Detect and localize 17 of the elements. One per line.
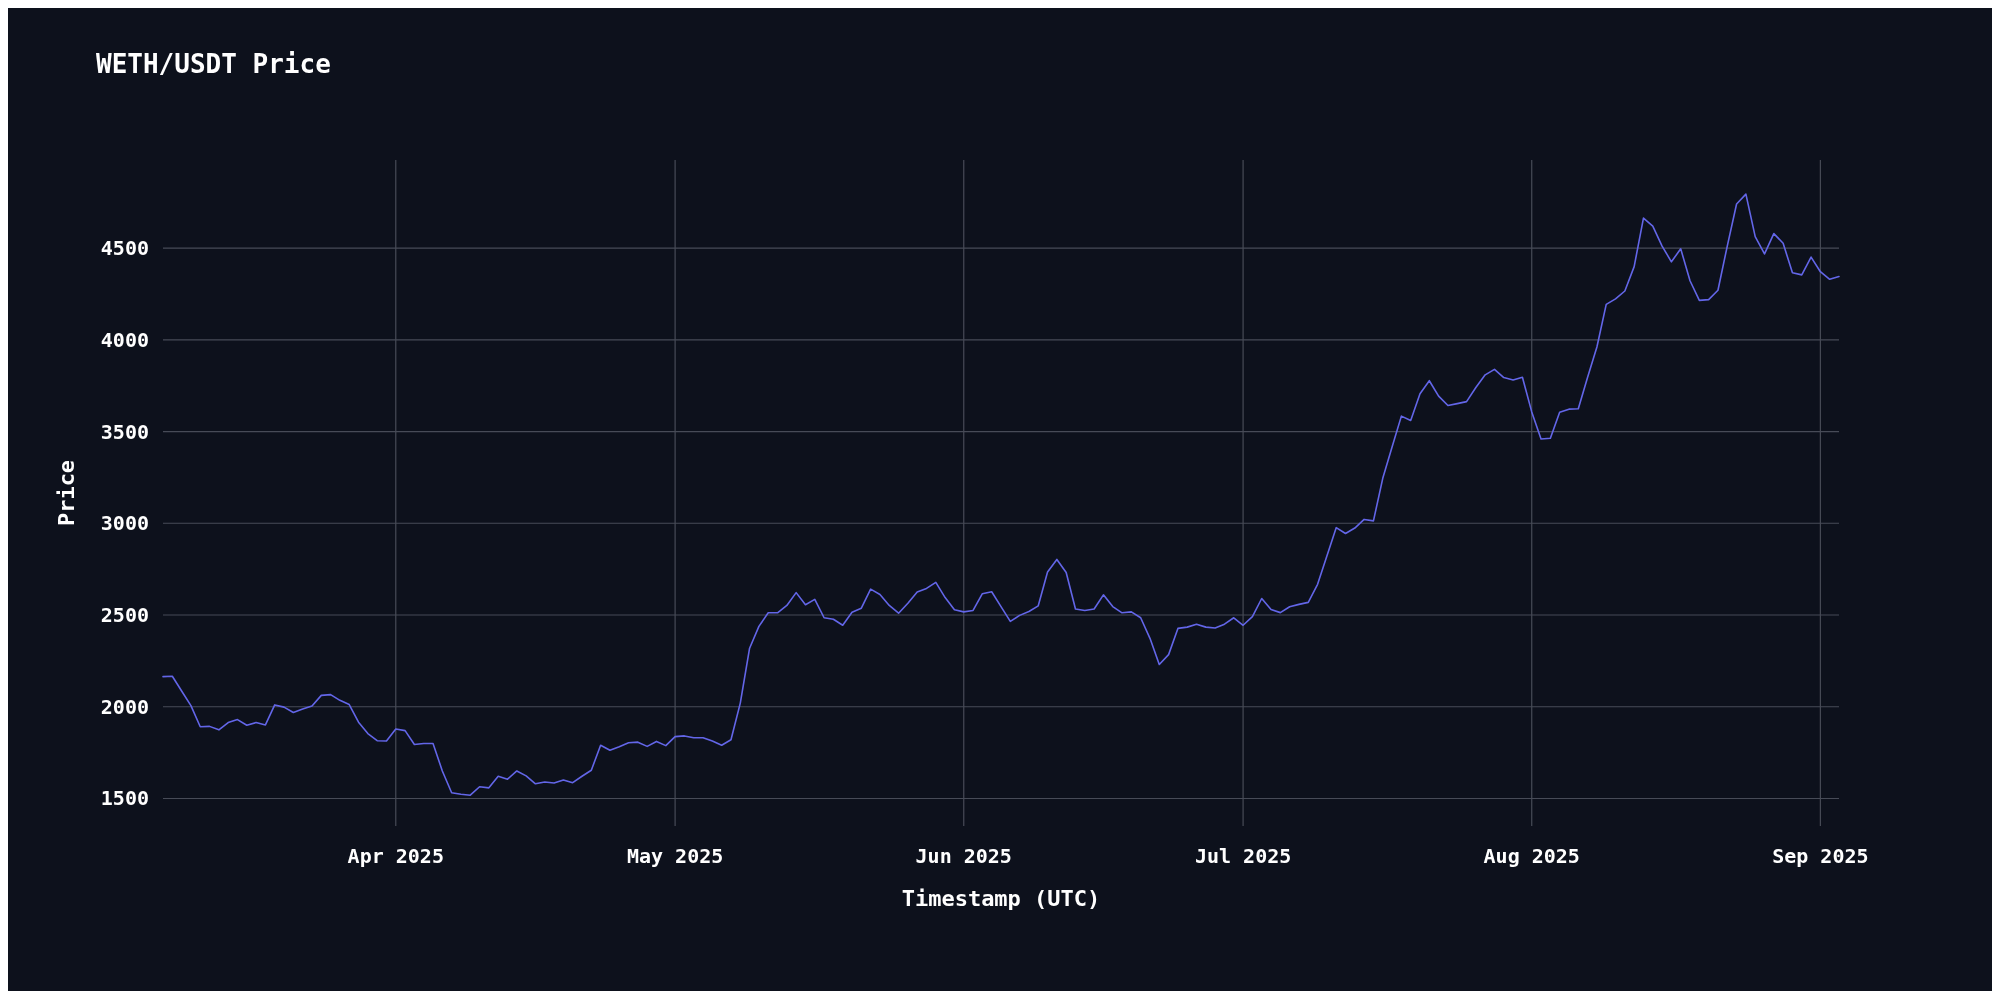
- x-tick-label: May 2025: [626, 844, 724, 868]
- x-tick-label: Sep 2025: [1772, 844, 1869, 868]
- x-axis-title: Timestamp (UTC): [901, 886, 1101, 911]
- y-tick-label: 4500: [100, 236, 149, 261]
- y-axis-title: Price: [54, 459, 79, 527]
- y-tick-label: 3000: [100, 511, 149, 536]
- y-tick-label: 4000: [100, 327, 149, 352]
- x-tick-label: Apr 2025: [347, 844, 444, 868]
- chart-title: WETH/USDT Price: [96, 49, 331, 79]
- y-tick-label: 3500: [100, 419, 149, 444]
- line-series: [162, 193, 1840, 796]
- y-tick-label: 2000: [100, 694, 149, 719]
- y-tick-label: 2500: [100, 603, 149, 628]
- x-tick-label: Aug 2025: [1483, 844, 1580, 868]
- x-tick-label: Jul 2025: [1194, 844, 1292, 868]
- x-tick-label: Jun 2025: [915, 844, 1012, 868]
- y-tick-label: 1500: [100, 786, 149, 811]
